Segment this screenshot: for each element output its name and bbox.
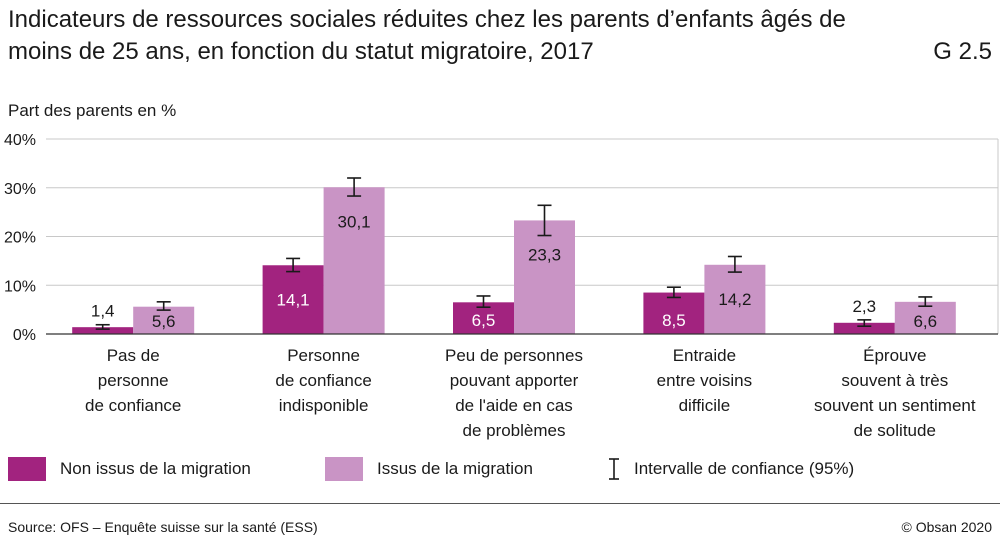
figure-code: G 2.5 (933, 38, 992, 65)
bar-migrant (323, 187, 385, 334)
legend-item-confidence-interval: Intervalle de confiance (95%) (604, 455, 854, 483)
data-label: 23,3 (528, 245, 561, 264)
bar-non-migrant (643, 292, 705, 334)
data-label: 14,2 (718, 290, 751, 309)
bar-non-migrant (833, 322, 895, 334)
y-axis-label: Part des parents en % (8, 101, 177, 120)
chart-title: Indicateurs de ressources sociales rédui… (8, 6, 846, 65)
y-tick-label: 40% (4, 132, 36, 149)
x-tick-label: Entraide entre voisins difficile (656, 346, 753, 415)
bar-migrant (704, 264, 766, 334)
data-label: 6,5 (472, 311, 496, 330)
bar-non-migrant (72, 327, 134, 334)
y-tick-label: 10% (4, 278, 36, 295)
copyright: © Obsan 2020 (901, 519, 993, 535)
legend-swatch-non-migrant (8, 457, 46, 481)
legend-label-confidence-interval: Intervalle de confiance (95%) (634, 459, 855, 478)
error-bar-icon (609, 458, 619, 480)
legend-label-migrant: Issus de la migration (377, 459, 533, 478)
data-label: 14,1 (277, 290, 310, 309)
bar-migrant (514, 220, 575, 334)
data-label: 8,5 (662, 311, 686, 330)
x-tick-label: Peu de personnes pouvant apporter de l'a… (445, 346, 583, 440)
y-tick-label: 20% (4, 230, 36, 247)
legend-item-migrant: Issus de la migration (325, 455, 533, 483)
data-label: 30,1 (338, 212, 371, 231)
data-label: 6,6 (913, 312, 937, 331)
data-label: 5,6 (152, 312, 176, 331)
bar-migrant (133, 306, 195, 334)
footer-divider (0, 503, 1000, 504)
legend-label-non-migrant: Non issus de la migration (60, 459, 251, 478)
y-tick-label: 0% (13, 327, 36, 344)
legend-item-non-migrant: Non issus de la migration (8, 455, 251, 483)
y-tick-label: 30% (4, 181, 36, 198)
source-note: Source: OFS – Enquête suisse sur la sant… (8, 519, 318, 535)
bar-non-migrant (262, 265, 324, 334)
data-label: 1,4 (91, 302, 115, 321)
bar-migrant (894, 301, 956, 334)
x-tick-label: Personne de confiance indisponible (275, 346, 372, 415)
x-tick-label: Éprouve souvent à très souvent un sentim… (813, 346, 976, 440)
data-label: 2,3 (852, 297, 876, 316)
x-tick-label: Pas de personne de confiance (84, 346, 182, 415)
legend-swatch-migrant (325, 457, 363, 481)
